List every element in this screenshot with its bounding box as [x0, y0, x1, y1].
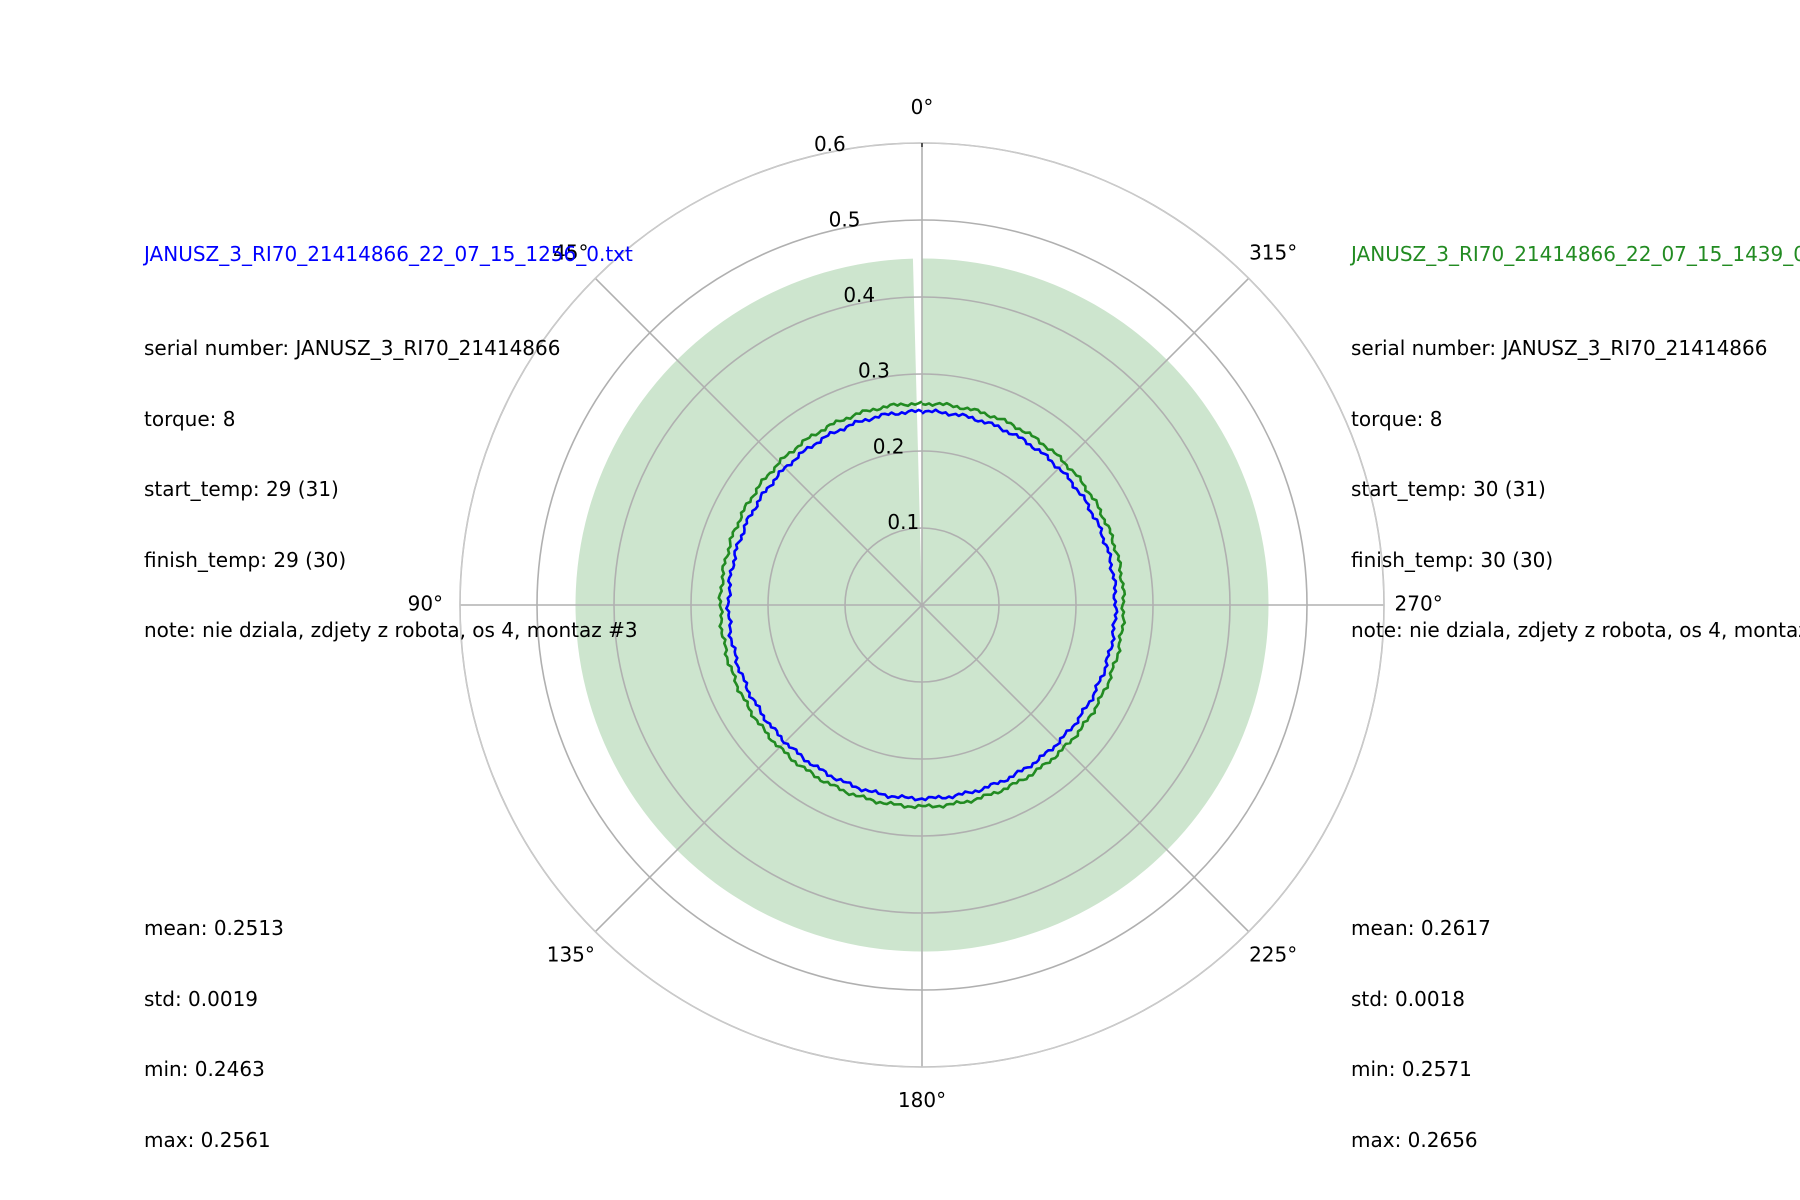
r-grid-ring — [690, 373, 1154, 837]
left-mean: mean: 0.2513 — [144, 916, 284, 940]
left-file-title: JANUSZ_3_RI70_21414866_22_07_15_1256_0.t… — [144, 242, 633, 266]
left-serial-number: serial number: JANUSZ_3_RI70_21414866 — [144, 336, 561, 360]
left-min: min: 0.2463 — [144, 1057, 265, 1081]
left-torque: torque: 8 — [144, 406, 236, 431]
left-stats: mean: 0.2513 std: 0.0019 min: 0.2463 max… — [144, 870, 284, 1199]
series-line-1256 — [725, 408, 1119, 802]
r-tick-label: 0.3 — [858, 359, 890, 383]
r-grid-ring — [844, 527, 1000, 683]
r-tick-label: 0.5 — [829, 208, 861, 232]
right-finish-temp: finish_temp: 30 (30) — [1351, 547, 1554, 572]
r-tick-label: 0.2 — [873, 434, 905, 458]
right-std: std: 0.0018 — [1351, 986, 1466, 1011]
theta-tick-label: 180° — [898, 1088, 946, 1112]
theta-tick-label: 315° — [1249, 240, 1297, 264]
right-min: min: 0.2571 — [1351, 1057, 1472, 1081]
r-grid-ring — [613, 296, 1231, 914]
right-serial-number: serial number: JANUSZ_3_RI70_21414866 — [1351, 336, 1768, 360]
right-file-title: JANUSZ_3_RI70_21414866_22_07_15_1439_0.t… — [1351, 242, 1800, 266]
theta-tick-label: 45° — [553, 240, 588, 264]
theta-tick-label: 90° — [408, 592, 443, 616]
right-torque: torque: 8 — [1351, 406, 1443, 431]
r-tick-label: 0.4 — [843, 283, 875, 307]
right-max: max: 0.2656 — [1351, 1127, 1478, 1152]
right-start-temp: start_temp: 30 (31) — [1351, 477, 1546, 501]
right-file-info: JANUSZ_3_RI70_21414866_22_07_15_1439_0.t… — [1351, 196, 1800, 690]
right-stats: mean: 0.2617 std: 0.0018 min: 0.2571 max… — [1351, 870, 1491, 1199]
series-line-1439 — [717, 400, 1127, 810]
left-start-temp: start_temp: 29 (31) — [144, 477, 339, 501]
left-max: max: 0.2561 — [144, 1127, 271, 1152]
r-tick-label: 0.1 — [887, 510, 919, 534]
r-grid-ring — [767, 450, 1077, 760]
theta-tick-label: 135° — [547, 943, 595, 967]
theta-tick-label: 0° — [911, 95, 934, 119]
left-finish-temp: finish_temp: 29 (30) — [144, 547, 347, 572]
right-mean: mean: 0.2617 — [1351, 916, 1491, 940]
left-note: note: nie dziala, zdjety z robota, os 4,… — [144, 618, 638, 642]
theta-tick-label: 270° — [1395, 592, 1443, 616]
theta-tick-label: 225° — [1249, 943, 1297, 967]
left-std: std: 0.0019 — [144, 986, 259, 1011]
left-file-info: JANUSZ_3_RI70_21414866_22_07_15_1256_0.t… — [144, 196, 638, 690]
r-tick-label: 0.6 — [814, 132, 846, 156]
r-grid-ring — [536, 219, 1308, 991]
right-note: note: nie dziala, zdjety z robota, os 4,… — [1351, 618, 1800, 642]
